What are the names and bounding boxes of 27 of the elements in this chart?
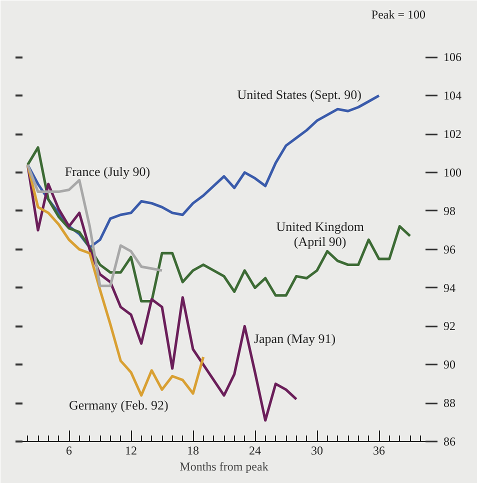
y-tick-label: 106	[444, 50, 462, 64]
y-tick-label: 92	[444, 319, 456, 334]
x-tick-label: 6	[66, 444, 72, 458]
series-label: France (July 90)	[64, 164, 150, 180]
x-tick-label: 12	[125, 444, 137, 458]
x-tick-label: 24	[249, 444, 261, 458]
y-tick-label: 90	[444, 358, 456, 372]
y-tick-label: 86	[444, 434, 456, 448]
y-tick-label: 104	[444, 88, 462, 103]
series-label: Japan (May 91)	[254, 331, 336, 346]
x-tick-label: 36	[373, 444, 385, 458]
y-tick-label: 98	[444, 204, 456, 218]
series-label: United Kingdom (April 90)	[276, 219, 364, 249]
y-tick-label: 96	[444, 242, 456, 256]
line-series	[26, 164, 205, 397]
y-tick-label: 100	[444, 166, 462, 180]
y-tick-label: 102	[444, 127, 462, 142]
x-tick-label: 18	[187, 444, 199, 458]
series-label: Germany (Feb. 92)	[69, 397, 168, 412]
x-tick-label: 30	[311, 444, 323, 458]
line-series	[26, 164, 164, 288]
text: Peak = 100	[371, 8, 426, 22]
x-axis-title: Months from peak	[180, 460, 268, 474]
series-label: United States (Sept. 90)	[237, 87, 362, 102]
y-tick-label: 94	[444, 280, 456, 295]
line-series	[26, 146, 412, 303]
y-tick-label: 88	[444, 396, 456, 410]
